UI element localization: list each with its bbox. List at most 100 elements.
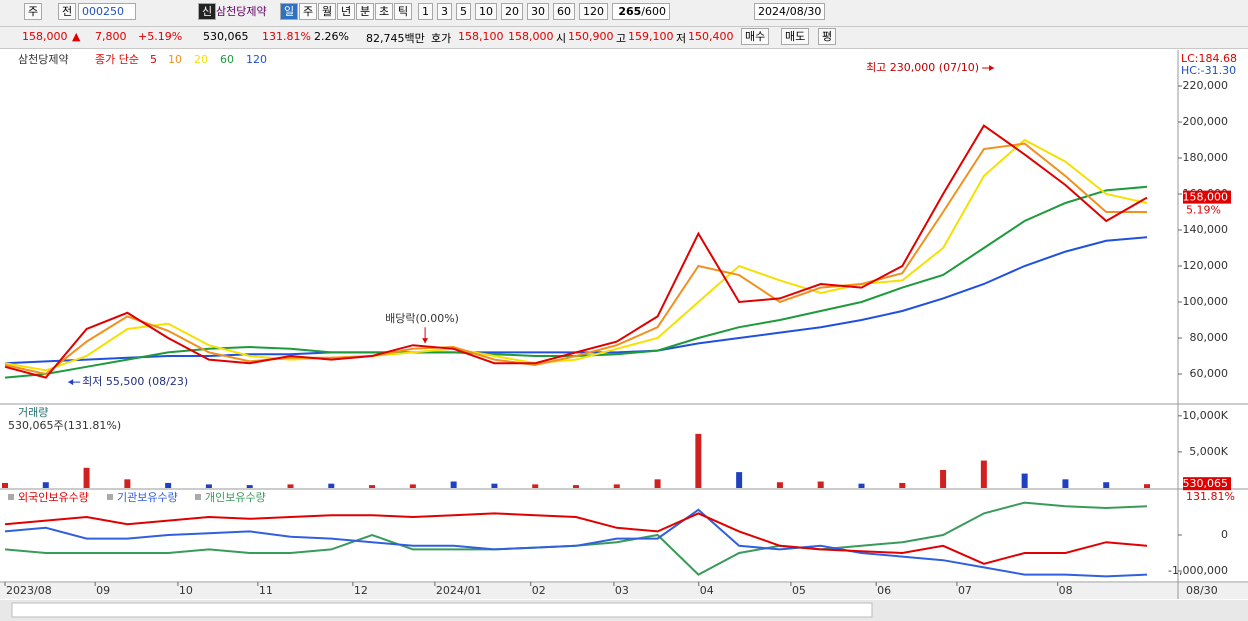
toolbar-button[interactable]: 초 [375,3,394,20]
x-tick-label: 11 [259,584,273,597]
volume-bar [491,483,498,488]
toolbar-button[interactable]: 20 [501,3,523,20]
period-select[interactable]: 주 [24,3,43,20]
date-axis-band [0,583,1248,599]
toolbar-button[interactable]: 3 [437,3,452,20]
series-line [4,508,1148,578]
legend-title: 종가 단순 [95,53,139,66]
y-tick-label: -1,000,000 [1168,564,1228,577]
toolbar-button[interactable]: 30 [527,3,549,20]
volume-bar [980,460,987,488]
avg-button[interactable]: 평 [818,28,837,45]
x-tick-label: 12 [354,584,368,597]
x-tick-label: 10 [179,584,193,597]
toolbar-button[interactable]: 월 [318,3,337,20]
volume-bar [287,484,294,488]
volume-bar [409,484,416,488]
code-input[interactable]: 000250 [78,3,136,20]
toolbar-button[interactable]: 120 [579,3,608,20]
x-tick-label: 09 [96,584,110,597]
toolbar-button[interactable]: 60 [553,3,575,20]
ask: 158,100 [458,30,504,43]
series-line [4,512,1148,565]
panel-title: 거래량 [18,406,48,419]
x-end-label: 08/30 [1186,584,1218,597]
prev-button[interactable]: 전 [58,3,77,20]
series-line [4,501,1148,576]
volume-bar [776,482,783,488]
x-tick-label: 08 [1059,584,1073,597]
volume-bar [369,485,376,488]
volume-bar [42,482,49,488]
toolbar-button[interactable]: 5 [456,3,471,20]
legend-entry: 개인보유수량 [205,491,266,504]
volume-bar [532,484,539,488]
toolbar-button[interactable]: 10 [475,3,497,20]
toolbar-button[interactable]: 일 [280,3,299,20]
open-label: 시 [556,32,567,45]
current-change: 5.19% [1186,204,1221,217]
x-tick-label: 04 [700,584,714,597]
x-tick-label: 05 [792,584,806,597]
x-tick-label: 2024/01 [436,584,482,597]
arrow-head [989,65,995,72]
open: 150,900 [568,30,614,43]
amount: 82,745백만 [366,32,425,45]
series-line [4,236,1148,365]
legend-entry: 5 [150,53,157,66]
legend-entry: 120 [246,53,267,66]
volume-bar [246,485,253,488]
count: 265 [618,5,642,18]
toolbar-button[interactable]: 주 [299,3,318,20]
y-tick-label: 220,000 [1183,79,1229,92]
date-input[interactable]: 2024/08/30 [754,3,826,20]
y-tick-label: 100,000 [1183,295,1229,308]
bid: 158,000 [508,30,554,43]
legend-swatch [8,494,14,500]
y-tick-label: 160,000 [1183,187,1229,200]
legend-entry: 10 [168,53,182,66]
y-tick-label: 200,000 [1183,115,1229,128]
low: 150,400 [688,30,734,43]
series-line [4,124,1148,379]
y-tick-label: 80,000 [1190,331,1229,344]
current-change: 131.81% [1186,490,1235,503]
current-box [1183,190,1231,204]
arrow-head [68,379,74,386]
volume-bar [1062,479,1069,488]
total: /600 [641,5,666,18]
x-tick-label: 06 [877,584,891,597]
volume-bar [654,479,661,488]
legend-entry: 외국인보유수량 [18,491,89,504]
legend-entry: 기관보유수량 [117,491,178,504]
y-tick-label: 60,000 [1190,367,1229,380]
legend-swatch [195,494,201,500]
legend-entry: 60 [220,53,234,66]
current-box [1183,477,1231,491]
volume-bar [1021,473,1028,488]
panel-subtitle: 530,065주(131.81%) [8,419,121,432]
arrow-head [422,338,429,344]
series-line [4,138,1148,372]
volume-bar [165,482,172,488]
scrollbar[interactable] [0,600,1248,621]
buy-button[interactable]: 매수 [741,28,770,45]
scroll-track [11,602,873,618]
count-input[interactable]: 265/600 [612,3,670,20]
stock-name: 삼천당제약 [216,5,267,18]
volume-bar [736,472,743,488]
toolbar-button[interactable]: 년 [337,3,356,20]
y-tick-label: 120,000 [1183,259,1229,272]
sell-button[interactable]: 매도 [781,28,810,45]
toolbar-button[interactable]: 틱 [394,3,413,20]
volume-bar [858,483,865,488]
volume-bar [899,482,906,488]
volume-bar [1144,484,1150,488]
low-label: 저 [676,32,687,45]
volume-rate: 131.81% [262,30,311,43]
toolbar-button[interactable]: 1 [418,3,433,20]
volume-bar [83,467,90,488]
toolbar-button[interactable]: 분 [356,3,375,20]
